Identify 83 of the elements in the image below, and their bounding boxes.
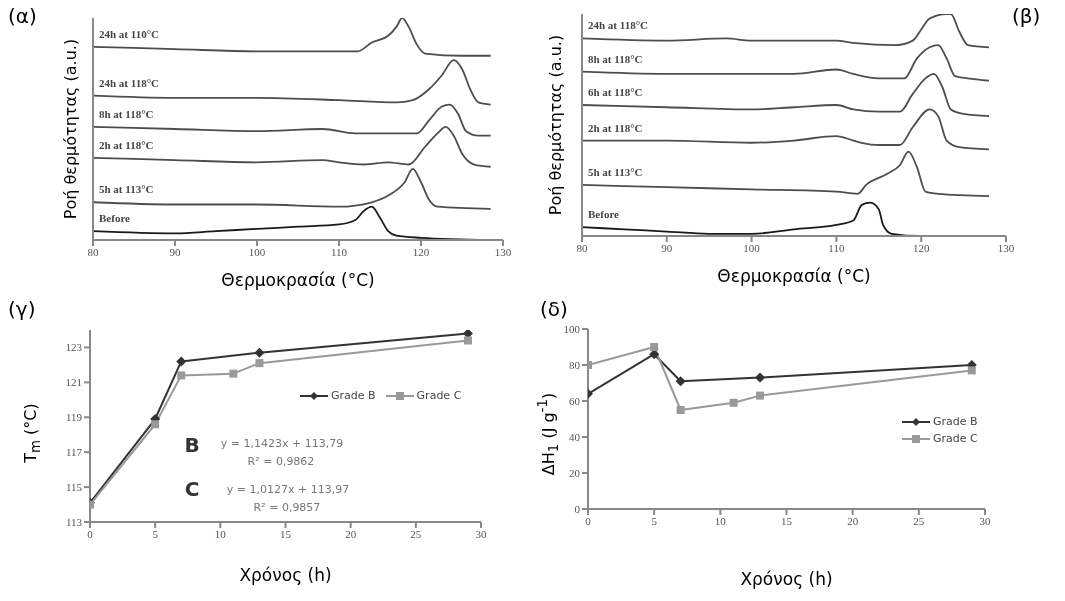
x-tick-label: 20 bbox=[847, 514, 859, 527]
y-tick-label: 80 bbox=[569, 358, 581, 371]
x-tick-label: 130 bbox=[494, 245, 512, 258]
x-tick-label: 30 bbox=[475, 527, 487, 540]
x-tick-label: 130 bbox=[997, 241, 1015, 254]
y-tick-label: 121 bbox=[65, 376, 82, 389]
x-tick-label: 110 bbox=[828, 241, 845, 254]
chart-title: (δ) bbox=[540, 297, 568, 321]
series-label: 5h at 113°C bbox=[588, 165, 643, 178]
x-tick-label: 10 bbox=[714, 514, 727, 527]
series-label: 2h at 118°C bbox=[99, 138, 154, 151]
y-tick-label: 119 bbox=[65, 411, 83, 424]
chart-title: (γ) bbox=[8, 297, 36, 321]
point bbox=[756, 391, 765, 400]
series-label: 24h at 118°C bbox=[99, 76, 160, 89]
point bbox=[967, 366, 976, 375]
chart-title: (β) bbox=[1012, 4, 1041, 28]
point bbox=[229, 369, 238, 378]
y-tick-label: 40 bbox=[569, 430, 581, 443]
x-tick-label: 0 bbox=[87, 527, 94, 540]
x-tick-label: 15 bbox=[781, 514, 793, 527]
point bbox=[676, 406, 685, 414]
x-axis-title: Χρόνος (h) bbox=[239, 565, 332, 585]
series-label: Before bbox=[588, 208, 620, 221]
point bbox=[675, 376, 686, 387]
series-label: 24h at 110°C bbox=[99, 27, 160, 40]
x-axis-title: Θερμοκρασία (°C) bbox=[717, 266, 871, 286]
annotation: R² = 0,9862 bbox=[247, 454, 315, 468]
x-tick-label: 80 bbox=[87, 245, 99, 258]
x-axis-title: Χρόνος (h) bbox=[740, 569, 833, 589]
x-tick-label: 15 bbox=[280, 527, 292, 540]
legend-label: Grade B bbox=[331, 389, 376, 402]
y-tick-label: 100 bbox=[563, 322, 581, 335]
x-tick-label: 25 bbox=[410, 527, 422, 540]
x-tick-label: 30 bbox=[979, 514, 991, 527]
point bbox=[650, 343, 659, 351]
x-tick-label: 5 bbox=[152, 527, 159, 540]
x-tick-label: 120 bbox=[412, 245, 430, 258]
annotation: y = 1,1423x + 113,79 bbox=[220, 436, 344, 450]
x-tick-label: 5 bbox=[651, 514, 658, 527]
annotation: y = 1,0127x + 113,97 bbox=[226, 482, 350, 496]
legend-label: Grade C bbox=[416, 389, 462, 402]
legend-label: Grade B bbox=[933, 415, 978, 428]
y-tick-label: 113 bbox=[65, 515, 83, 528]
x-tick-label: 0 bbox=[585, 514, 592, 527]
chart-title: (α) bbox=[8, 4, 37, 28]
x-tick-label: 10 bbox=[214, 527, 227, 540]
x-tick-label: 90 bbox=[661, 241, 673, 254]
annotation: R² = 0,9857 bbox=[253, 500, 321, 514]
y-tick-label: 60 bbox=[569, 394, 581, 407]
series-label: 2h at 118°C bbox=[588, 121, 643, 134]
x-tick-label: 100 bbox=[248, 245, 266, 258]
legend-label: Grade C bbox=[933, 432, 978, 445]
annotation: C bbox=[184, 477, 200, 501]
point bbox=[755, 372, 766, 383]
series-label: 5h at 113°C bbox=[99, 183, 154, 196]
y-tick-label: 115 bbox=[65, 481, 83, 493]
x-tick-label: 110 bbox=[330, 245, 348, 258]
y-tick-label: 123 bbox=[65, 341, 83, 354]
series-label: 8h at 118°C bbox=[99, 107, 154, 120]
x-tick-label: 20 bbox=[345, 527, 357, 540]
point bbox=[729, 398, 738, 407]
point bbox=[254, 347, 265, 358]
series-label: Before bbox=[99, 212, 131, 225]
y-tick-label: 117 bbox=[65, 446, 83, 459]
x-axis-title: Θερμοκρασία (°C) bbox=[221, 270, 375, 290]
y-tick-label: 0 bbox=[574, 502, 581, 515]
point bbox=[177, 371, 186, 380]
point bbox=[151, 420, 160, 429]
x-tick-label: 120 bbox=[912, 241, 930, 254]
y-tick-label: 20 bbox=[569, 466, 581, 479]
point bbox=[176, 356, 187, 367]
x-tick-label: 90 bbox=[169, 245, 181, 258]
point bbox=[255, 359, 264, 368]
x-tick-label: 100 bbox=[743, 241, 761, 254]
series-label: 24h at 118°C bbox=[588, 19, 649, 32]
y-axis-title: Ροή θερμότητας (a.u.) bbox=[60, 38, 80, 220]
x-tick-label: 25 bbox=[913, 514, 925, 527]
series-label: 8h at 118°C bbox=[588, 52, 643, 65]
point bbox=[463, 336, 472, 345]
y-axis-title: Ροή θερμότητας (a.u.) bbox=[545, 34, 565, 216]
annotation: B bbox=[184, 433, 200, 457]
series-label: 6h at 118°C bbox=[588, 86, 643, 99]
